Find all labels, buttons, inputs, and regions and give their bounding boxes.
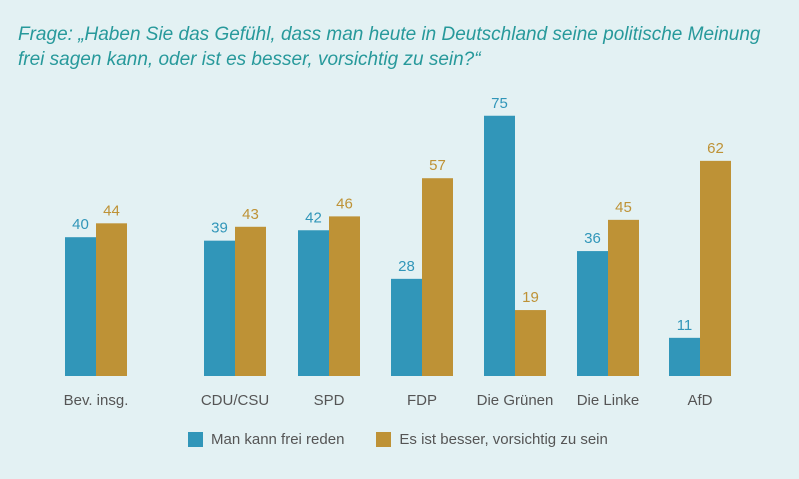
legend-item-series1: Man kann frei reden bbox=[188, 431, 344, 448]
category-label: Die Linke bbox=[577, 392, 640, 409]
data-label: 39 bbox=[211, 220, 228, 237]
bar-frei-reden bbox=[204, 240, 235, 376]
bar-frei-reden bbox=[577, 251, 608, 376]
bar-vorsichtig bbox=[235, 226, 266, 376]
bar-vorsichtig bbox=[329, 216, 360, 376]
chart-title: Frage: „Haben Sie das Gefühl, dass man h… bbox=[18, 24, 761, 70]
data-label: 11 bbox=[677, 317, 693, 334]
legend: Man kann frei reden Es ist besser, vorsi… bbox=[188, 431, 640, 448]
legend-label-series1: Man kann frei reden bbox=[211, 431, 345, 448]
bar-frei-reden bbox=[391, 278, 422, 376]
bar-vorsichtig bbox=[515, 310, 546, 376]
legend-item-series2: Es ist besser, vorsichtig zu sein bbox=[376, 431, 608, 448]
data-label: 43 bbox=[242, 206, 259, 223]
data-label: 28 bbox=[398, 258, 415, 275]
category-label: AfD bbox=[687, 392, 712, 409]
legend-label-series2: Es ist besser, vorsichtig zu sein bbox=[399, 431, 608, 448]
bar-vorsichtig bbox=[96, 223, 127, 376]
category-label: SPD bbox=[314, 392, 345, 409]
data-label: 57 bbox=[429, 157, 446, 174]
category-label: FDP bbox=[407, 392, 437, 409]
bar-frei-reden bbox=[484, 115, 515, 376]
legend-swatch-series2 bbox=[376, 432, 392, 447]
data-label: 19 bbox=[522, 289, 539, 306]
legend-swatch-series1 bbox=[188, 432, 203, 447]
data-label: 44 bbox=[103, 202, 120, 219]
bar-vorsichtig bbox=[700, 160, 731, 376]
bar-vorsichtig bbox=[608, 219, 639, 376]
data-label: 40 bbox=[72, 216, 89, 233]
data-label: 75 bbox=[491, 95, 508, 112]
bar-vorsichtig bbox=[422, 178, 453, 376]
data-label: 45 bbox=[615, 199, 632, 216]
category-label: Bev. insg. bbox=[64, 392, 129, 409]
category-label: CDU/CSU bbox=[201, 392, 269, 409]
data-label: 46 bbox=[336, 195, 353, 212]
category-label: Die Grünen bbox=[477, 392, 554, 409]
data-label: 36 bbox=[584, 230, 601, 247]
bar-frei-reden bbox=[65, 237, 96, 376]
data-label: 42 bbox=[305, 209, 322, 226]
data-label: 62 bbox=[707, 140, 724, 157]
bar-frei-reden bbox=[298, 230, 329, 376]
bar-frei-reden bbox=[669, 337, 700, 376]
